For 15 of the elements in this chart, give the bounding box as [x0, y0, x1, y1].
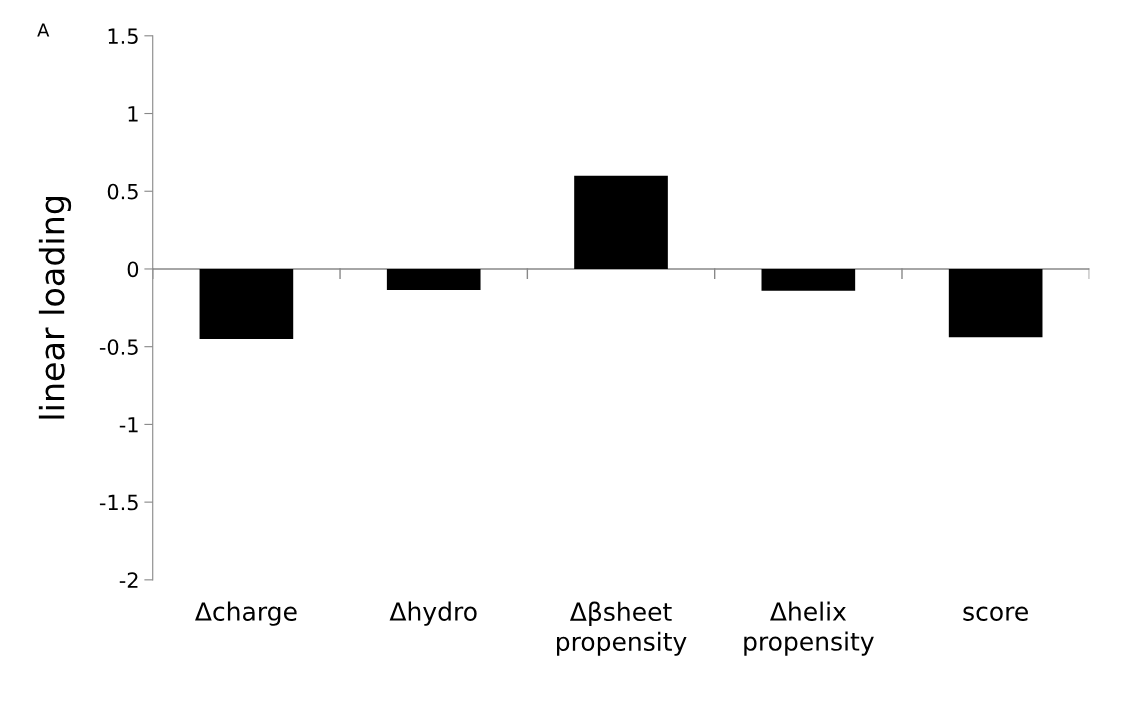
y-tick-label: 1.5 [108, 28, 138, 45]
x-tick-label: Δβsheet propensity [557, 601, 687, 656]
y-tick-label: -0.5 [99, 339, 138, 355]
x-tick-label: Δhydro [389, 601, 477, 626]
y-tick-label: 0.5 [107, 183, 138, 200]
y-tick-label: -1 [119, 417, 138, 433]
y-tick-label: -1.5 [99, 494, 138, 511]
y-tick-label: 0 [127, 261, 139, 278]
y-axis-title: linear loading [38, 197, 72, 419]
y-tick-label: -2 [119, 572, 138, 588]
x-tick-label: score [963, 606, 1028, 621]
text: A [37, 23, 50, 37]
x-tick-label: Δcharge [195, 601, 297, 626]
y-tick-label: 1 [128, 106, 138, 122]
x-tick-label: Δhelix propensity [744, 601, 874, 656]
